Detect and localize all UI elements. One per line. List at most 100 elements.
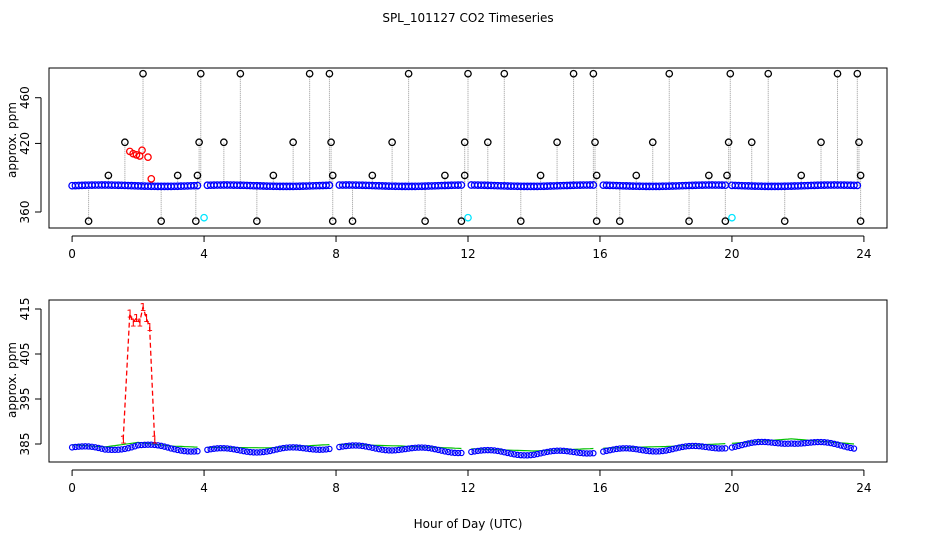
selected-point — [606, 446, 614, 454]
flagged-series-marker: 1 — [120, 434, 127, 447]
selected-point — [454, 181, 462, 189]
selected-point — [807, 439, 815, 446]
raw-point — [388, 138, 396, 147]
selected-point — [395, 446, 402, 454]
raw-point — [460, 171, 469, 180]
selected-point — [431, 445, 439, 453]
selected-point — [309, 446, 317, 453]
selected-point — [639, 447, 647, 454]
selected-point — [705, 444, 713, 451]
raw-point — [327, 138, 335, 147]
selected-point — [88, 443, 96, 450]
raw-point — [220, 138, 228, 147]
flagged-series-marker: 1 — [130, 317, 137, 330]
selected-point — [91, 444, 99, 451]
selected-point — [613, 445, 620, 453]
selected-point — [299, 444, 307, 452]
selected-point — [791, 440, 798, 447]
selected-point — [181, 447, 188, 455]
raw-point — [404, 69, 413, 78]
selected-point — [98, 445, 105, 452]
selected-point — [296, 444, 303, 451]
flagged-series-marker: 1 — [136, 317, 143, 330]
selected-point — [477, 447, 485, 454]
selected-point — [699, 443, 706, 450]
selected-point — [240, 447, 247, 455]
selected-point — [573, 449, 581, 456]
selected-point — [392, 447, 399, 454]
selected-point — [553, 447, 561, 454]
selected-point — [247, 448, 254, 456]
selected-point — [619, 445, 627, 452]
selected-point — [761, 438, 769, 446]
x-tick-label: 16 — [592, 481, 607, 495]
selected-point — [708, 444, 716, 452]
selected-point — [293, 444, 300, 451]
selected-point — [131, 443, 138, 450]
raw-point — [464, 69, 472, 78]
selected-point — [441, 448, 449, 455]
raw-point — [780, 217, 789, 225]
raw-point — [724, 138, 733, 147]
raw-point — [328, 171, 337, 180]
selected-point — [121, 445, 129, 453]
selected-point — [850, 445, 858, 452]
selected-point — [177, 447, 185, 454]
selected-point — [325, 181, 334, 190]
selected-point — [778, 440, 785, 447]
selected-point — [567, 448, 574, 455]
raw-point — [665, 69, 674, 78]
selected-point — [326, 445, 333, 453]
raw-point — [615, 217, 624, 225]
selected-point — [276, 445, 284, 452]
selected-point — [190, 181, 199, 190]
selected-point — [115, 446, 122, 453]
selected-point — [765, 438, 772, 446]
raw-point — [196, 69, 205, 78]
selected-point — [702, 443, 709, 451]
selected-point — [715, 445, 722, 452]
selected-point — [425, 444, 432, 452]
selected-point — [609, 446, 617, 453]
raw-point — [817, 138, 825, 147]
selected-point — [342, 442, 350, 450]
selected-point — [124, 444, 132, 452]
selected-point — [497, 448, 505, 455]
flagged-series-marker: 1 — [146, 321, 153, 334]
selected-point — [576, 449, 584, 457]
selected-point — [316, 446, 323, 453]
selected-point — [230, 446, 237, 453]
selected-point — [75, 443, 82, 450]
selected-point — [814, 438, 821, 446]
raw-point — [797, 171, 806, 180]
selected-point — [695, 442, 703, 450]
selected-point — [501, 448, 508, 456]
selected-point — [603, 447, 610, 455]
x-tick-label: 24 — [856, 481, 871, 495]
raw-point — [726, 69, 735, 78]
selected-point — [510, 451, 518, 458]
selected-point — [685, 442, 693, 450]
raw-point — [589, 69, 598, 78]
selected-point — [547, 448, 554, 455]
raw-point — [516, 217, 525, 225]
top-series — [68, 69, 865, 225]
selected-point — [454, 449, 462, 457]
selected-point — [636, 446, 643, 453]
selected-point — [517, 451, 524, 459]
selected-point — [118, 446, 125, 453]
selected-point — [689, 442, 696, 450]
selected-point — [322, 446, 330, 453]
selected-point — [748, 439, 755, 446]
selected-point — [435, 446, 442, 454]
flagged-point — [138, 146, 146, 155]
selected-point — [507, 450, 515, 457]
selected-point — [520, 452, 528, 459]
raw-point — [764, 69, 773, 78]
chart-title: SPL_101127 CO2 Timeseries — [382, 11, 553, 25]
x-tick-label: 0 — [68, 247, 76, 261]
selected-point — [540, 449, 548, 456]
raw-point — [193, 171, 202, 180]
selected-point — [646, 447, 653, 455]
panel-bottom: 0 4 8 12 16 20 24 385 395 405 415 — [18, 298, 888, 495]
